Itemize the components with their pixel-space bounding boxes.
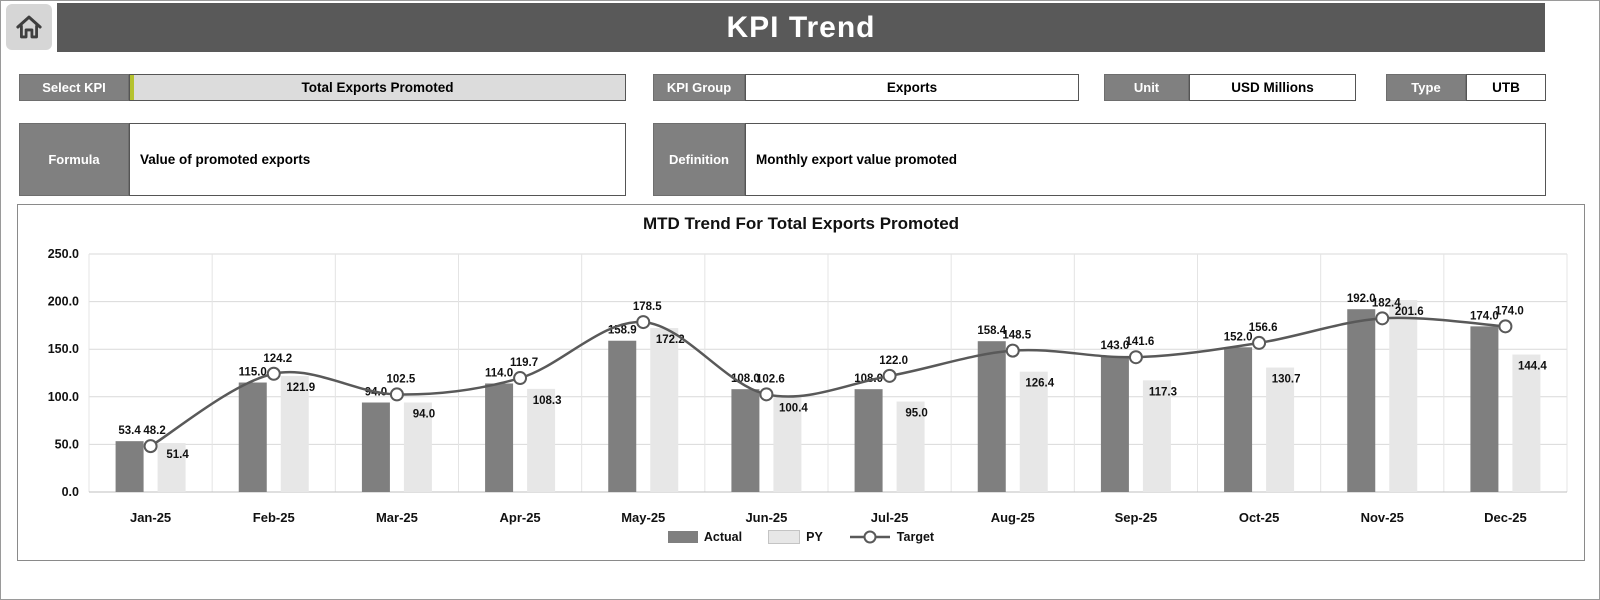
svg-text:95.0: 95.0 [905, 408, 927, 420]
svg-text:150.0: 150.0 [48, 342, 79, 356]
svg-text:Jan-25: Jan-25 [130, 510, 171, 525]
svg-text:124.2: 124.2 [263, 353, 292, 365]
svg-text:174.0: 174.0 [1495, 305, 1524, 317]
target-line-icon [849, 530, 890, 544]
svg-text:141.6: 141.6 [1126, 336, 1155, 348]
unit-value: USD Millions [1231, 80, 1314, 95]
svg-text:Nov-25: Nov-25 [1361, 510, 1404, 525]
svg-text:Sep-25: Sep-25 [1115, 510, 1158, 525]
svg-text:Feb-25: Feb-25 [253, 510, 295, 525]
svg-text:144.4: 144.4 [1518, 361, 1547, 373]
page-title: KPI Trend [726, 10, 876, 44]
svg-text:172.2: 172.2 [656, 334, 685, 346]
svg-text:Oct-25: Oct-25 [1239, 510, 1279, 525]
svg-text:122.0: 122.0 [879, 355, 908, 367]
formula-value: Value of promoted exports [140, 152, 311, 167]
svg-text:201.6: 201.6 [1395, 306, 1424, 318]
unit-field: USD Millions [1189, 74, 1356, 101]
svg-text:Aug-25: Aug-25 [991, 510, 1035, 525]
type-field: UTB [1466, 74, 1546, 101]
type-value: UTB [1492, 80, 1520, 95]
definition-label: Definition [653, 123, 745, 196]
svg-text:192.0: 192.0 [1347, 293, 1376, 305]
kpi-accent-bar [130, 75, 134, 100]
svg-text:100.4: 100.4 [779, 402, 808, 414]
legend-target-label: Target [896, 530, 935, 544]
svg-text:53.4: 53.4 [118, 425, 141, 437]
formula-field: Value of promoted exports [129, 123, 626, 196]
unit-label: Unit [1104, 74, 1189, 101]
legend-item-target: Target [849, 530, 934, 544]
svg-text:51.4: 51.4 [166, 449, 189, 461]
svg-text:102.6: 102.6 [756, 373, 785, 385]
py-swatch-icon [768, 530, 801, 544]
kpi-group-label: KPI Group [653, 74, 745, 101]
svg-text:158.4: 158.4 [977, 325, 1006, 337]
kpi-group-field: Exports [745, 74, 1079, 101]
legend-item-py: PY [768, 530, 823, 544]
svg-text:182.4: 182.4 [1372, 297, 1401, 309]
svg-text:156.6: 156.6 [1249, 322, 1278, 334]
svg-text:121.9: 121.9 [286, 382, 315, 394]
select-kpi-value: Total Exports Promoted [301, 80, 454, 95]
legend-item-actual: Actual [667, 530, 743, 544]
svg-text:130.7: 130.7 [1272, 374, 1301, 386]
svg-text:50.0: 50.0 [55, 437, 79, 451]
definition-field: Monthly export value promoted [745, 123, 1546, 196]
header: KPI Trend [57, 3, 1545, 52]
select-kpi-label: Select KPI [19, 74, 129, 101]
svg-text:48.2: 48.2 [143, 425, 165, 437]
svg-text:115.0: 115.0 [239, 367, 267, 379]
home-icon [16, 15, 42, 39]
svg-text:119.7: 119.7 [510, 357, 538, 369]
svg-text:100.0: 100.0 [48, 390, 79, 404]
svg-text:143.0: 143.0 [1101, 340, 1130, 352]
svg-text:114.0: 114.0 [485, 367, 513, 379]
svg-text:Apr-25: Apr-25 [499, 510, 540, 525]
formula-label: Formula [19, 123, 129, 196]
svg-text:102.5: 102.5 [387, 373, 416, 385]
svg-text:117.3: 117.3 [1149, 386, 1177, 398]
svg-text:0.0: 0.0 [62, 485, 79, 499]
svg-text:108.3: 108.3 [533, 395, 562, 407]
svg-text:May-25: May-25 [621, 510, 665, 525]
svg-text:200.0: 200.0 [48, 295, 79, 309]
legend-actual-label: Actual [703, 530, 743, 544]
type-label: Type [1386, 74, 1466, 101]
svg-text:148.5: 148.5 [1002, 330, 1031, 342]
home-button[interactable] [6, 4, 52, 50]
svg-text:178.5: 178.5 [633, 301, 662, 313]
legend-py-label: PY [806, 530, 823, 544]
trend-chart: 0.0 50.0 100.0 150.0 200.0 250.0 53.4 51.4 Jan-2… [48, 247, 1568, 525]
actual-swatch-icon [667, 531, 698, 543]
chart-title: MTD Trend For Total Exports Promoted [642, 214, 960, 233]
definition-value: Monthly export value promoted [756, 152, 958, 167]
kpi-group-value: Exports [886, 80, 938, 95]
svg-text:174.0: 174.0 [1470, 310, 1499, 322]
svg-text:250.0: 250.0 [48, 247, 79, 261]
svg-text:94.0: 94.0 [413, 409, 435, 421]
svg-text:Jun-25: Jun-25 [745, 510, 787, 525]
svg-text:Jul-25: Jul-25 [871, 510, 909, 525]
svg-text:158.9: 158.9 [608, 325, 637, 337]
svg-text:126.4: 126.4 [1025, 378, 1054, 390]
chart-legend: Actual PY Target [18, 530, 1584, 544]
chart-panel: MTD Trend For Total Exports Promoted 0.0… [17, 204, 1585, 561]
svg-text:Mar-25: Mar-25 [376, 510, 418, 525]
select-kpi-dropdown[interactable]: Total Exports Promoted [129, 74, 626, 101]
svg-text:152.0: 152.0 [1224, 331, 1253, 343]
svg-text:Dec-25: Dec-25 [1484, 510, 1527, 525]
